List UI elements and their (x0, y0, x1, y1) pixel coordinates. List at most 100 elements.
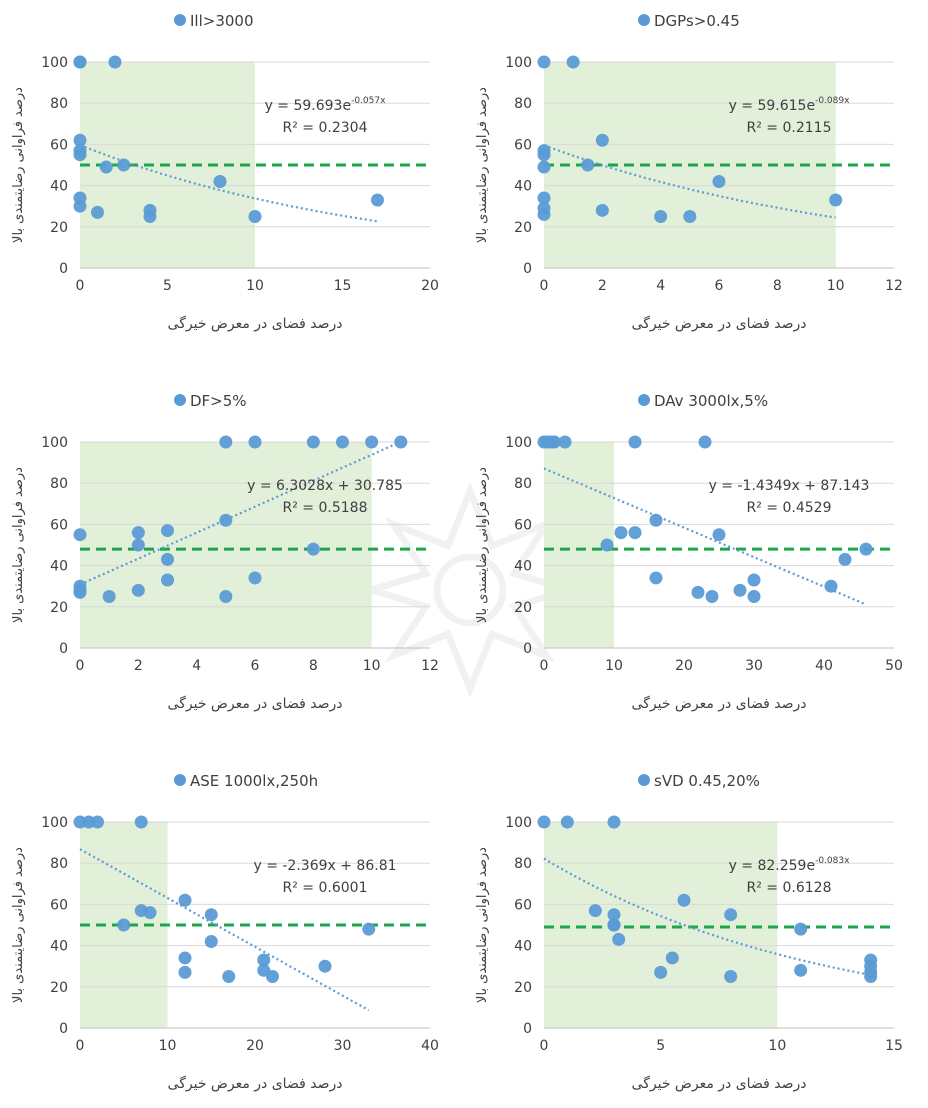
y-tick-label: 40 (514, 939, 532, 955)
x-tick-label: 2 (134, 658, 143, 674)
x-tick-label: 50 (885, 658, 903, 674)
y-tick-label: 80 (50, 856, 68, 872)
x-tick-label: 6 (715, 278, 724, 294)
x-tick-label: 0 (76, 658, 85, 674)
y-tick-label: 40 (50, 939, 68, 955)
r-squared-label: R² = 0.4529 (747, 500, 832, 516)
y-axis-label: درصد فراوانی رضایتمندی بالا (11, 467, 26, 623)
y-tick-label: 0 (59, 261, 68, 277)
x-tick-label: 10 (363, 658, 381, 674)
r-squared-label: R² = 0.2304 (283, 120, 368, 136)
data-point (73, 55, 87, 69)
trend-equation: y = 59.693e-0.057x (265, 96, 387, 114)
y-tick-label: 80 (50, 96, 68, 112)
x-tick-label: 5 (163, 278, 172, 294)
trendline (79, 143, 378, 223)
data-point (73, 133, 87, 147)
data-point (178, 893, 192, 907)
y-tick-label: 100 (505, 55, 532, 71)
y-tick-label: 80 (514, 856, 532, 872)
data-point (365, 435, 379, 449)
x-tick-label: 0 (76, 278, 85, 294)
data-point (73, 199, 87, 213)
trendline (79, 848, 370, 1012)
chart-title: ASE 1000lx,250h (190, 772, 318, 790)
x-axis-label: درصد فضای در معرض خیرگی (632, 315, 807, 332)
data-point (698, 435, 712, 449)
trendline (543, 467, 867, 606)
y-tick-label: 40 (50, 179, 68, 195)
data-point (91, 205, 104, 219)
data-point (677, 893, 691, 907)
data-point (117, 918, 131, 932)
x-tick-label: 0 (540, 278, 549, 294)
data-point (794, 922, 808, 936)
data-point (213, 174, 227, 188)
data-point (219, 590, 233, 603)
x-tick-label: 8 (773, 278, 782, 294)
y-tick-label: 20 (50, 220, 68, 236)
x-tick-label: 10 (768, 1038, 786, 1054)
data-point (371, 193, 384, 207)
data-point (204, 934, 218, 948)
y-tick-label: 100 (41, 435, 68, 451)
data-point (161, 524, 174, 538)
trend-equation-exponent: -0.057x (351, 96, 386, 106)
x-tick-label: 8 (309, 658, 318, 674)
x-tick-label: 20 (421, 278, 439, 294)
y-tick-label: 80 (514, 476, 532, 492)
data-point (336, 435, 349, 449)
data-point (705, 590, 719, 603)
x-axis-label: درصد فضای در معرض خیرگی (168, 315, 343, 332)
data-point (537, 160, 551, 174)
y-tick-label: 40 (514, 559, 532, 575)
data-point (665, 951, 679, 965)
x-axis-label: درصد فضای در معرض خیرگی (168, 1075, 343, 1092)
legend: ASE 1000lx,250h (174, 772, 318, 790)
y-tick-label: 0 (59, 641, 68, 657)
legend-marker (174, 14, 186, 26)
data-point (91, 815, 104, 829)
data-point (73, 148, 87, 162)
data-point (649, 513, 663, 527)
data-point (266, 970, 279, 983)
y-tick-label: 0 (59, 1021, 68, 1037)
y-tick-label: 0 (523, 1021, 532, 1037)
y-tick-label: 0 (523, 641, 532, 657)
data-point (178, 965, 192, 979)
data-point (581, 158, 595, 172)
y-tick-label: 20 (50, 600, 68, 616)
x-axis-label: درصد فضای در معرض خیرگی (632, 695, 807, 712)
data-point (724, 970, 738, 983)
y-tick-label: 100 (505, 435, 532, 451)
green-zone-band (80, 442, 372, 648)
y-axis-label: درصد فراوانی رضایتمندی بالا (475, 87, 490, 243)
data-point (747, 590, 761, 603)
data-point (222, 970, 236, 983)
data-point (257, 953, 271, 967)
y-tick-label: 60 (514, 517, 532, 533)
data-point (628, 435, 642, 449)
data-point (318, 959, 332, 973)
data-point (649, 571, 663, 585)
x-tick-label: 0 (76, 1038, 85, 1054)
x-tick-label: 40 (815, 658, 833, 674)
data-point (131, 538, 145, 552)
data-point (99, 160, 113, 174)
x-tick-label: 2 (598, 278, 607, 294)
data-point (131, 583, 145, 597)
data-point (612, 932, 626, 946)
y-tick-label: 100 (505, 815, 532, 831)
data-point (607, 918, 621, 932)
legend: DGPs>0.45 (638, 12, 740, 30)
legend-marker (638, 14, 650, 26)
y-tick-label: 80 (50, 476, 68, 492)
legend: Ill>3000 (174, 12, 254, 30)
data-point (864, 970, 878, 983)
data-point (362, 922, 376, 936)
legend-marker (638, 774, 650, 786)
trend-equation: y = 82.259e-0.083x (729, 856, 851, 874)
data-point (306, 542, 320, 556)
legend-marker (638, 394, 650, 406)
x-tick-label: 40 (421, 1038, 439, 1054)
